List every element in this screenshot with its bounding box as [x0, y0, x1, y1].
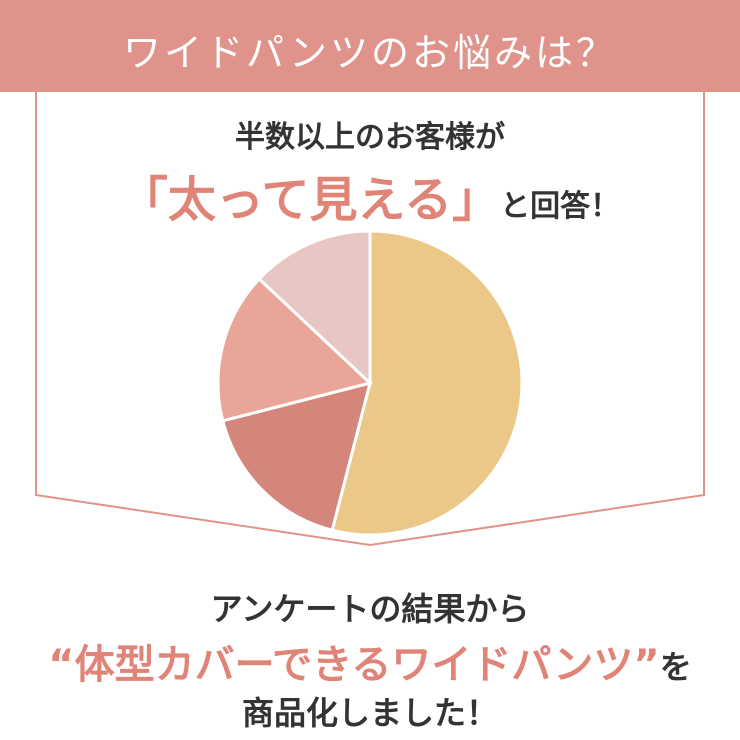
value-label: 16% [0, 151, 45, 175]
value-label: 13% [0, 199, 45, 223]
value-label: 17% [0, 103, 45, 127]
footer-rest: を [659, 648, 692, 686]
footer-line-2: “体型カバーできるワイドパンツ”を [0, 632, 740, 690]
pie-slice [220, 380, 373, 533]
pie-slice [257, 229, 372, 387]
headline: 半数以上のお客様が [235, 120, 505, 155]
header-band [0, 0, 740, 92]
headline-2: 「太って見える」と回答！ [0, 160, 740, 230]
category-label: その他 [0, 178, 42, 194]
pie-slice [216, 276, 374, 423]
headline-rest: と回答！ [500, 189, 621, 224]
slice-label: その他 13% [0, 175, 740, 223]
emphasis: 「太って見える」 [119, 172, 501, 228]
footer-line-3: 商品化しました！ [241, 694, 498, 732]
header-title: ワイドパンツのお悩みは？ [123, 31, 617, 75]
frame [35, 92, 705, 547]
pie [216, 229, 524, 537]
pie-slice [330, 229, 524, 537]
emphasis: “体型カバーできるワイドパンツ” [48, 642, 660, 688]
footer-line: アンケートの結果から [210, 590, 530, 628]
